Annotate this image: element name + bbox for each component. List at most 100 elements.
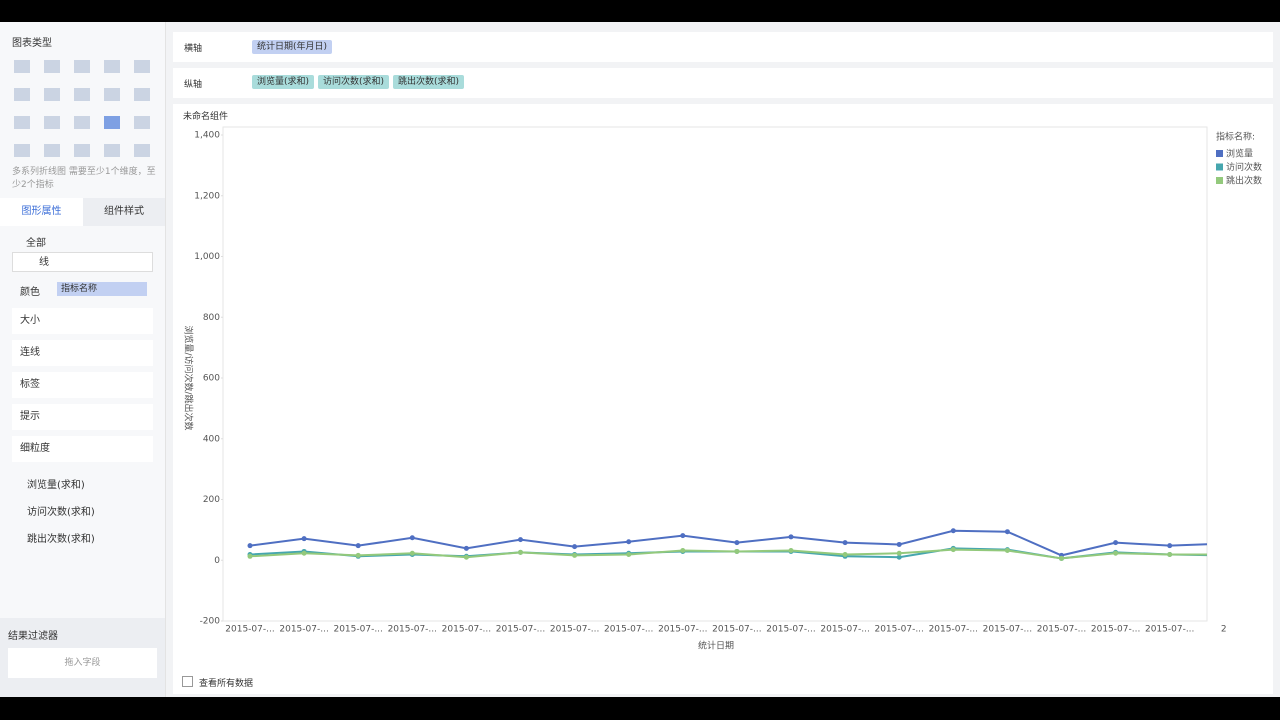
component-title: 未命名组件 <box>183 112 229 122</box>
legend-title: 指标名称: <box>1216 131 1255 143</box>
y-tick-label: 0 <box>214 556 220 566</box>
point <box>896 554 902 560</box>
chart-type-icon[interactable] <box>74 60 90 73</box>
filter-title: 结果过滤器 <box>8 631 58 642</box>
point <box>1004 548 1010 554</box>
chart-type-icon[interactable] <box>74 88 90 101</box>
point <box>301 536 307 542</box>
property-row[interactable]: 标签 <box>12 372 153 398</box>
chart-type-icon[interactable] <box>14 144 30 157</box>
point <box>896 550 902 556</box>
chart-type-icon[interactable] <box>44 88 60 101</box>
color-label: 颜色 <box>20 287 40 298</box>
point <box>788 548 794 554</box>
point <box>626 551 632 557</box>
filter-drop[interactable]: 拖入字段 <box>8 648 157 678</box>
show-all-label: 查看所有数据 <box>199 679 254 689</box>
x-tick-label: 2015-07-... <box>279 625 328 635</box>
chart-type-icon[interactable] <box>44 144 60 157</box>
y-tick-label: 200 <box>203 495 220 505</box>
y-field-chip[interactable]: 访问次数(求和) <box>318 75 390 89</box>
y-tick-label: 1,000 <box>194 252 220 262</box>
chart-type-icon[interactable] <box>74 144 90 157</box>
point <box>247 543 253 549</box>
point <box>788 534 794 540</box>
x-tick-label: 2015-07-... <box>874 625 923 635</box>
chart-type-icon[interactable] <box>104 116 120 129</box>
chart-type-icon[interactable] <box>134 144 150 157</box>
point <box>734 540 740 546</box>
y-tick-label: 600 <box>203 374 220 384</box>
point <box>842 540 848 546</box>
chart-type-icon[interactable] <box>104 60 120 73</box>
x-tick-label: 2015-07-... <box>820 625 869 635</box>
chart-type-icon[interactable] <box>44 116 60 129</box>
property-row[interactable]: 细粒度 <box>12 436 153 462</box>
checkbox[interactable] <box>182 676 193 687</box>
chart-type-icon[interactable] <box>14 60 30 73</box>
point <box>409 535 415 541</box>
y-tick-label: 400 <box>203 434 220 444</box>
legend-label: 访问次数 <box>1226 161 1262 173</box>
tab[interactable]: 组件样式 <box>83 198 165 226</box>
measure-item[interactable]: 跳出次数(求和) <box>27 534 95 545</box>
chart-type-icon[interactable] <box>14 116 30 129</box>
x-tick-label: 2015-07-... <box>604 625 653 635</box>
point <box>1221 541 1226 546</box>
chart-type-icon[interactable] <box>14 88 30 101</box>
all-label: 全部 <box>26 238 46 249</box>
x-tick-label: 2015-07-... <box>658 625 707 635</box>
point <box>247 553 253 559</box>
x-axis-label: 统计日期 <box>698 640 734 652</box>
chart-type-icon[interactable] <box>104 88 120 101</box>
measure-item[interactable]: 访问次数(求和) <box>27 507 95 518</box>
point <box>1004 529 1010 535</box>
point <box>1113 550 1119 556</box>
y-tick-label: 800 <box>203 313 220 323</box>
point <box>734 548 740 554</box>
x-tick-label: 2015-07-... <box>983 625 1032 635</box>
x-tick-label: 2015-07-... <box>225 625 274 635</box>
legend-swatch <box>1216 150 1223 157</box>
point <box>463 545 469 551</box>
chart-type-title: 图表类型 <box>12 38 52 49</box>
legend-swatch <box>1216 163 1223 171</box>
tab[interactable]: 图形属性 <box>0 198 83 226</box>
point <box>842 551 848 557</box>
point <box>626 539 632 545</box>
point <box>572 552 578 558</box>
point <box>518 537 523 543</box>
chart-type-icon[interactable] <box>134 116 150 129</box>
point <box>1059 555 1064 561</box>
property-row[interactable]: 提示 <box>12 404 153 430</box>
chart-type-icon[interactable] <box>74 116 90 129</box>
property-row[interactable]: 大小 <box>12 308 153 334</box>
x-field-chip[interactable]: 统计日期(年月日) <box>252 40 333 54</box>
point <box>409 550 415 556</box>
chart-type-icon[interactable] <box>44 60 60 73</box>
x-tick-label: 2015-07-... <box>712 625 761 635</box>
plot-frame <box>222 126 1208 622</box>
property-row[interactable]: 连线 <box>12 340 153 366</box>
legend-label: 跳出次数 <box>1226 175 1262 187</box>
y-field-chip[interactable]: 浏览量(求和) <box>252 75 315 89</box>
chart-type-icons <box>10 56 160 166</box>
color-field[interactable]: 指标名称 <box>57 282 147 296</box>
bottom-bar <box>0 697 1280 720</box>
chart-type-icon[interactable] <box>104 144 120 157</box>
point <box>355 543 361 549</box>
chart-type-icon[interactable] <box>134 60 150 73</box>
component <box>173 104 1273 694</box>
chart-type-icon[interactable] <box>134 88 150 101</box>
x-tick-label: 2015-07-... <box>442 625 491 635</box>
x-shelf-label: 横轴 <box>184 44 203 54</box>
y-field-chip[interactable]: 跳出次数(求和) <box>393 75 465 89</box>
y-tick-label: 1,200 <box>194 191 220 201</box>
measure-item[interactable]: 浏览量(求和) <box>27 480 85 491</box>
x-tick-label: 2015-07-... <box>929 625 978 635</box>
x-tick-label: 2015-07-... <box>550 625 599 635</box>
point <box>1167 551 1173 557</box>
point <box>680 548 686 554</box>
mark-type-select[interactable]: 线 <box>12 252 153 272</box>
